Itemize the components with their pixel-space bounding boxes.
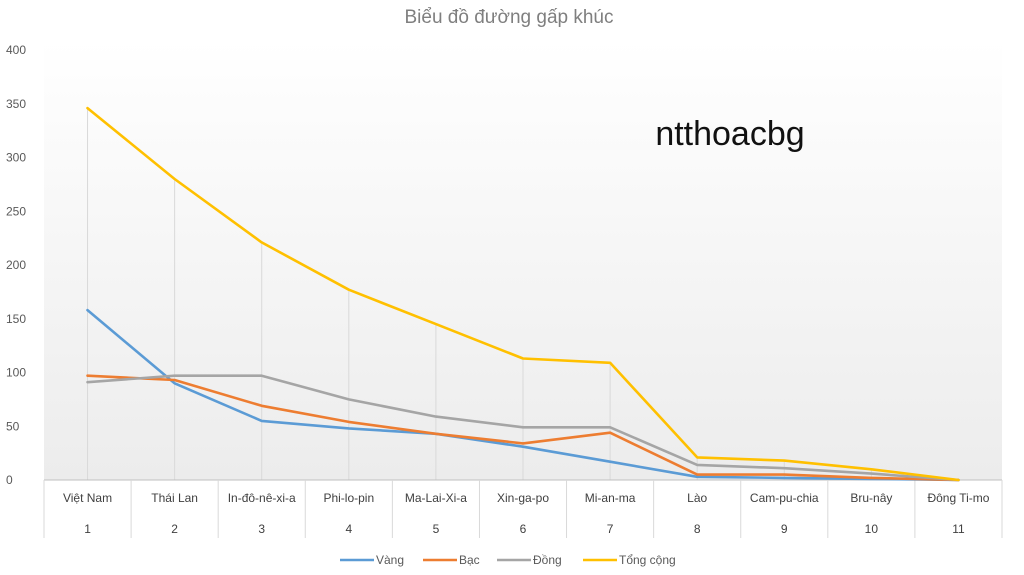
y-tick-label: 50 xyxy=(6,419,20,433)
y-tick-label: 400 xyxy=(6,43,26,57)
x-category-index: 11 xyxy=(952,522,965,536)
series-line xyxy=(86,308,960,482)
y-tick-label: 0 xyxy=(6,473,13,487)
legend-label: Đồng xyxy=(533,553,562,567)
x-category-index: 5 xyxy=(433,522,440,536)
x-category-label: Việt Nam xyxy=(63,491,112,505)
series-line xyxy=(86,374,960,482)
x-category-label: Lào xyxy=(687,491,707,505)
y-tick-label: 100 xyxy=(6,366,26,380)
x-category-index: 2 xyxy=(171,522,178,536)
x-category-label: Bru-nây xyxy=(850,491,892,505)
y-tick-label: 150 xyxy=(6,312,26,326)
legend-label: Tổng cộng xyxy=(619,553,676,567)
legend-label: Vàng xyxy=(376,553,404,567)
watermark-text: ntthoacbg xyxy=(655,115,804,153)
x-category-index: 4 xyxy=(345,522,352,536)
y-tick-label: 300 xyxy=(6,151,26,165)
x-category-index: 3 xyxy=(258,522,265,536)
x-category-label: Xin-ga-po xyxy=(497,491,549,505)
x-category-index: 7 xyxy=(607,522,614,536)
legend-label: Bạc xyxy=(459,553,480,567)
y-tick-label: 250 xyxy=(6,204,26,218)
y-tick-label: 350 xyxy=(6,97,26,111)
x-category-label: Cam-pu-chia xyxy=(750,491,819,505)
x-category-label: Phi-lo-pin xyxy=(323,491,374,505)
series-line xyxy=(86,374,960,482)
x-category-index: 1 xyxy=(84,522,91,536)
x-category-index: 10 xyxy=(865,522,879,536)
x-category-index: 8 xyxy=(694,522,701,536)
x-category-label: Thái Lan xyxy=(151,491,198,505)
x-category-label: Đông Ti-mo xyxy=(927,491,989,505)
y-tick-label: 200 xyxy=(6,258,26,272)
series-line xyxy=(86,106,960,482)
x-category-label: Ma-Lai-Xi-a xyxy=(405,491,467,505)
x-category-index: 6 xyxy=(520,522,527,536)
x-category-index: 9 xyxy=(781,522,788,536)
x-category-label: Mi-an-ma xyxy=(585,491,636,505)
chart-title: Biểu đồ đường gấp khúc xyxy=(405,7,614,28)
x-category-label: In-đô-nê-xi-a xyxy=(228,491,296,505)
